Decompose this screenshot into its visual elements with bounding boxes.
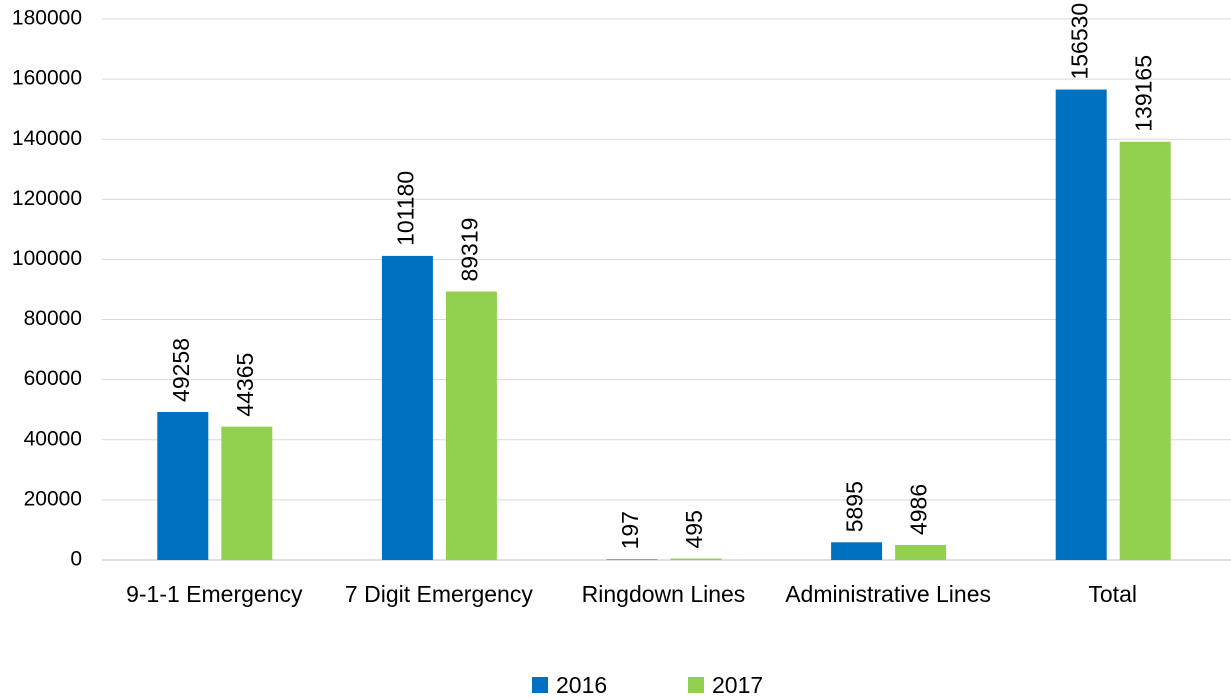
y-tick-label: 140000: [12, 127, 82, 150]
y-tick-label: 160000: [12, 67, 82, 90]
legend-label: 2017: [712, 672, 763, 698]
y-tick-label: 0: [70, 548, 82, 571]
y-tick-label: 60000: [24, 367, 82, 390]
bar: [1055, 89, 1107, 560]
bar: [1119, 141, 1171, 560]
x-tick-label: Ringdown Lines: [581, 581, 746, 607]
data-label: 49258: [168, 338, 194, 402]
x-tick-label: 9-1-1 Emergency: [126, 581, 303, 607]
y-tick-label: 20000: [24, 487, 82, 510]
bar: [831, 542, 883, 560]
y-tick-label: 80000: [24, 307, 82, 330]
bar: [895, 545, 947, 560]
legend-swatch: [532, 677, 548, 693]
x-tick-label: Administrative Lines: [785, 581, 991, 607]
y-tick-label: 40000: [24, 427, 82, 450]
data-label: 495: [681, 510, 707, 548]
legend-label: 2016: [556, 672, 607, 698]
x-tick-label: 7 Digit Emergency: [344, 581, 533, 607]
y-tick-label: 100000: [12, 247, 82, 270]
bar: [381, 255, 433, 560]
bar: [670, 558, 722, 560]
data-label: 156530: [1066, 3, 1092, 80]
data-label: 89319: [456, 218, 482, 282]
data-label: 197: [617, 511, 643, 549]
y-tick-label: 180000: [12, 7, 82, 30]
x-tick-label: Total: [1088, 581, 1137, 607]
bar: [445, 291, 497, 560]
data-label: 139165: [1130, 55, 1156, 132]
legend-swatch: [688, 677, 704, 693]
bar: [606, 559, 658, 560]
data-label: 101180: [392, 171, 418, 246]
y-tick-label: 120000: [12, 187, 82, 210]
bar: [157, 411, 209, 560]
bar: [221, 426, 273, 560]
data-label: 44365: [232, 353, 258, 417]
data-label: 5895: [842, 481, 868, 532]
data-label: 4986: [906, 484, 932, 535]
